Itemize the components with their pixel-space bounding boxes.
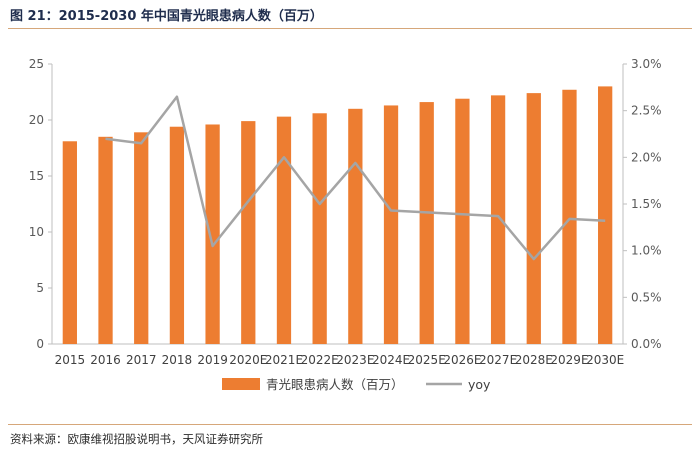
bar xyxy=(348,108,363,344)
left-axis-tick-label: 10 xyxy=(29,225,44,239)
right-axis-tick-label: 1.0% xyxy=(631,244,662,258)
bar xyxy=(598,86,613,345)
right-axis-tick-label: 0.0% xyxy=(631,337,662,351)
x-axis-tick-label: 2027E xyxy=(479,353,517,367)
title-divider xyxy=(8,28,692,29)
x-axis-tick-label: 2020E xyxy=(229,353,267,367)
bar xyxy=(62,141,77,344)
left-axis-tick-label: 20 xyxy=(29,113,44,127)
bar xyxy=(276,116,292,344)
left-axis-tick-label: 25 xyxy=(29,57,44,71)
right-axis-tick-label: 2.0% xyxy=(631,150,662,164)
right-axis-tick-label: 1.5% xyxy=(631,197,662,211)
x-axis-tick-label: 2021E xyxy=(265,353,303,367)
x-axis-tick-label: 2024E xyxy=(372,353,410,367)
legend-group: 青光眼患病人数（百万） yoy xyxy=(222,377,491,392)
legend-label-bar: 青光眼患病人数（百万） xyxy=(266,377,404,392)
bars-group xyxy=(62,86,613,345)
bar xyxy=(312,113,327,344)
bar xyxy=(98,136,113,344)
bar xyxy=(526,93,541,344)
source-note: 资料来源：欧康维视招股说明书，天风证券研究所 xyxy=(10,432,263,446)
figure-title: 图 21：2015-2030 年中国青光眼患病人数（百万） xyxy=(10,9,323,24)
bar xyxy=(562,89,577,344)
bar xyxy=(241,121,256,345)
yoy-line xyxy=(105,95,606,261)
left-axis-tick-label: 5 xyxy=(36,281,44,295)
right-axis-tick-label: 0.5% xyxy=(631,290,662,304)
x-axis-tick-label: 2015 xyxy=(55,353,86,367)
x-axis-tick-label: 2030E xyxy=(586,353,624,367)
left-axis-tick-label: 15 xyxy=(29,169,44,183)
legend-label-line: yoy xyxy=(468,377,491,392)
x-axis-tick-label: 2016 xyxy=(90,353,121,367)
chart-svg: 0 5 10 15 20 25 0.0% 0.5% 1.0% 1.5% 2.0% 2.5% 3.0% 20… xyxy=(29,57,662,392)
left-axis-tick-label: 0 xyxy=(36,337,44,351)
legend-swatch-bar xyxy=(222,378,260,390)
chart-area: 0 5 10 15 20 25 0.0% 0.5% 1.0% 1.5% 2.0% 2.5% 3.0% 20… xyxy=(0,36,700,420)
line-group xyxy=(105,95,606,261)
bar xyxy=(455,98,470,344)
axes-group: 0 5 10 15 20 25 0.0% 0.5% 1.0% 1.5% 2.0% 2.5% 3.0% 20… xyxy=(29,57,662,367)
right-axis-tick-label: 2.5% xyxy=(631,104,662,118)
right-axis-tick-label: 3.0% xyxy=(631,57,662,71)
bar xyxy=(169,126,185,344)
source-divider xyxy=(8,424,692,425)
bar xyxy=(490,95,506,344)
bar xyxy=(134,132,149,344)
x-axis-tick-label: 2029E xyxy=(550,353,588,367)
x-axis-tick-label: 2022E xyxy=(301,353,339,367)
bar xyxy=(205,124,220,344)
bar xyxy=(383,105,399,344)
x-axis-tick-label: 2026E xyxy=(443,353,481,367)
x-axis-tick-label: 2019 xyxy=(197,353,228,367)
x-axis-tick-label: 2023E xyxy=(336,353,374,367)
x-axis-tick-label: 2018 xyxy=(162,353,193,367)
x-axis-tick-label: 2017 xyxy=(126,353,157,367)
bar xyxy=(419,102,434,344)
x-axis-tick-label: 2025E xyxy=(408,353,446,367)
x-axis-tick-label: 2028E xyxy=(515,353,553,367)
